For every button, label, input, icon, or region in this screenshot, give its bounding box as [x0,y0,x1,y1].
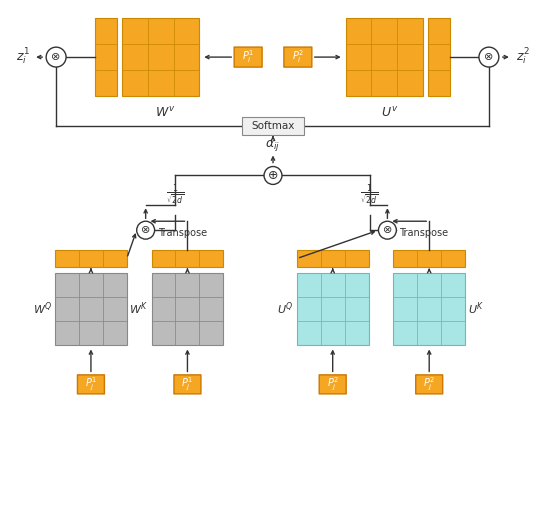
Text: Softmax: Softmax [251,121,295,131]
Text: $P_j^1$: $P_j^1$ [181,376,194,393]
FancyBboxPatch shape [284,47,312,67]
FancyBboxPatch shape [416,375,443,394]
Bar [297,273,369,344]
Bar [122,19,199,96]
Text: Transpose: Transpose [399,228,448,238]
Text: $P_i^2$: $P_i^2$ [292,49,304,66]
Bar [55,273,127,344]
Text: $\alpha_{ij}$: $\alpha_{ij}$ [265,138,281,153]
Text: Transpose: Transpose [158,228,207,238]
Circle shape [46,47,66,67]
Bar [428,19,450,96]
Text: ⊗: ⊗ [141,225,150,235]
Bar [297,250,369,267]
Circle shape [264,166,282,184]
Text: $U^Q$: $U^Q$ [277,301,294,317]
Bar [55,250,127,267]
Bar [393,273,465,344]
Bar [152,250,223,267]
FancyBboxPatch shape [174,375,201,394]
Text: $U^K$: $U^K$ [468,301,484,317]
Circle shape [378,221,396,239]
Bar [346,19,423,96]
Circle shape [479,47,499,67]
Text: $W^v$: $W^v$ [155,106,176,120]
Text: $W^Q$: $W^Q$ [33,301,52,317]
Text: $W^K$: $W^K$ [129,301,149,317]
Text: $\frac{1}{\sqrt{2d}}$: $\frac{1}{\sqrt{2d}}$ [360,183,378,208]
Circle shape [136,221,155,239]
Text: ⊗: ⊗ [51,52,61,62]
Text: $z_i^2$: $z_i^2$ [516,47,530,67]
Text: $U^v$: $U^v$ [381,106,398,120]
Bar [95,19,117,96]
Text: $P_j^1$: $P_j^1$ [85,376,97,393]
Bar [393,250,465,267]
Text: ⊗: ⊗ [484,52,494,62]
FancyBboxPatch shape [319,375,346,394]
Text: ⊗: ⊗ [383,225,392,235]
Bar [152,273,223,344]
Text: $z_i^1$: $z_i^1$ [16,47,30,67]
Text: $P_i^1$: $P_i^1$ [242,49,254,66]
FancyBboxPatch shape [78,375,104,394]
Text: $\frac{1}{\sqrt{2d}}$: $\frac{1}{\sqrt{2d}}$ [167,183,185,208]
Text: $P_j^2$: $P_j^2$ [423,376,435,393]
FancyBboxPatch shape [242,117,304,135]
Text: ⊕: ⊕ [268,169,278,182]
Text: $P_j^2$: $P_j^2$ [327,376,339,393]
FancyBboxPatch shape [234,47,262,67]
